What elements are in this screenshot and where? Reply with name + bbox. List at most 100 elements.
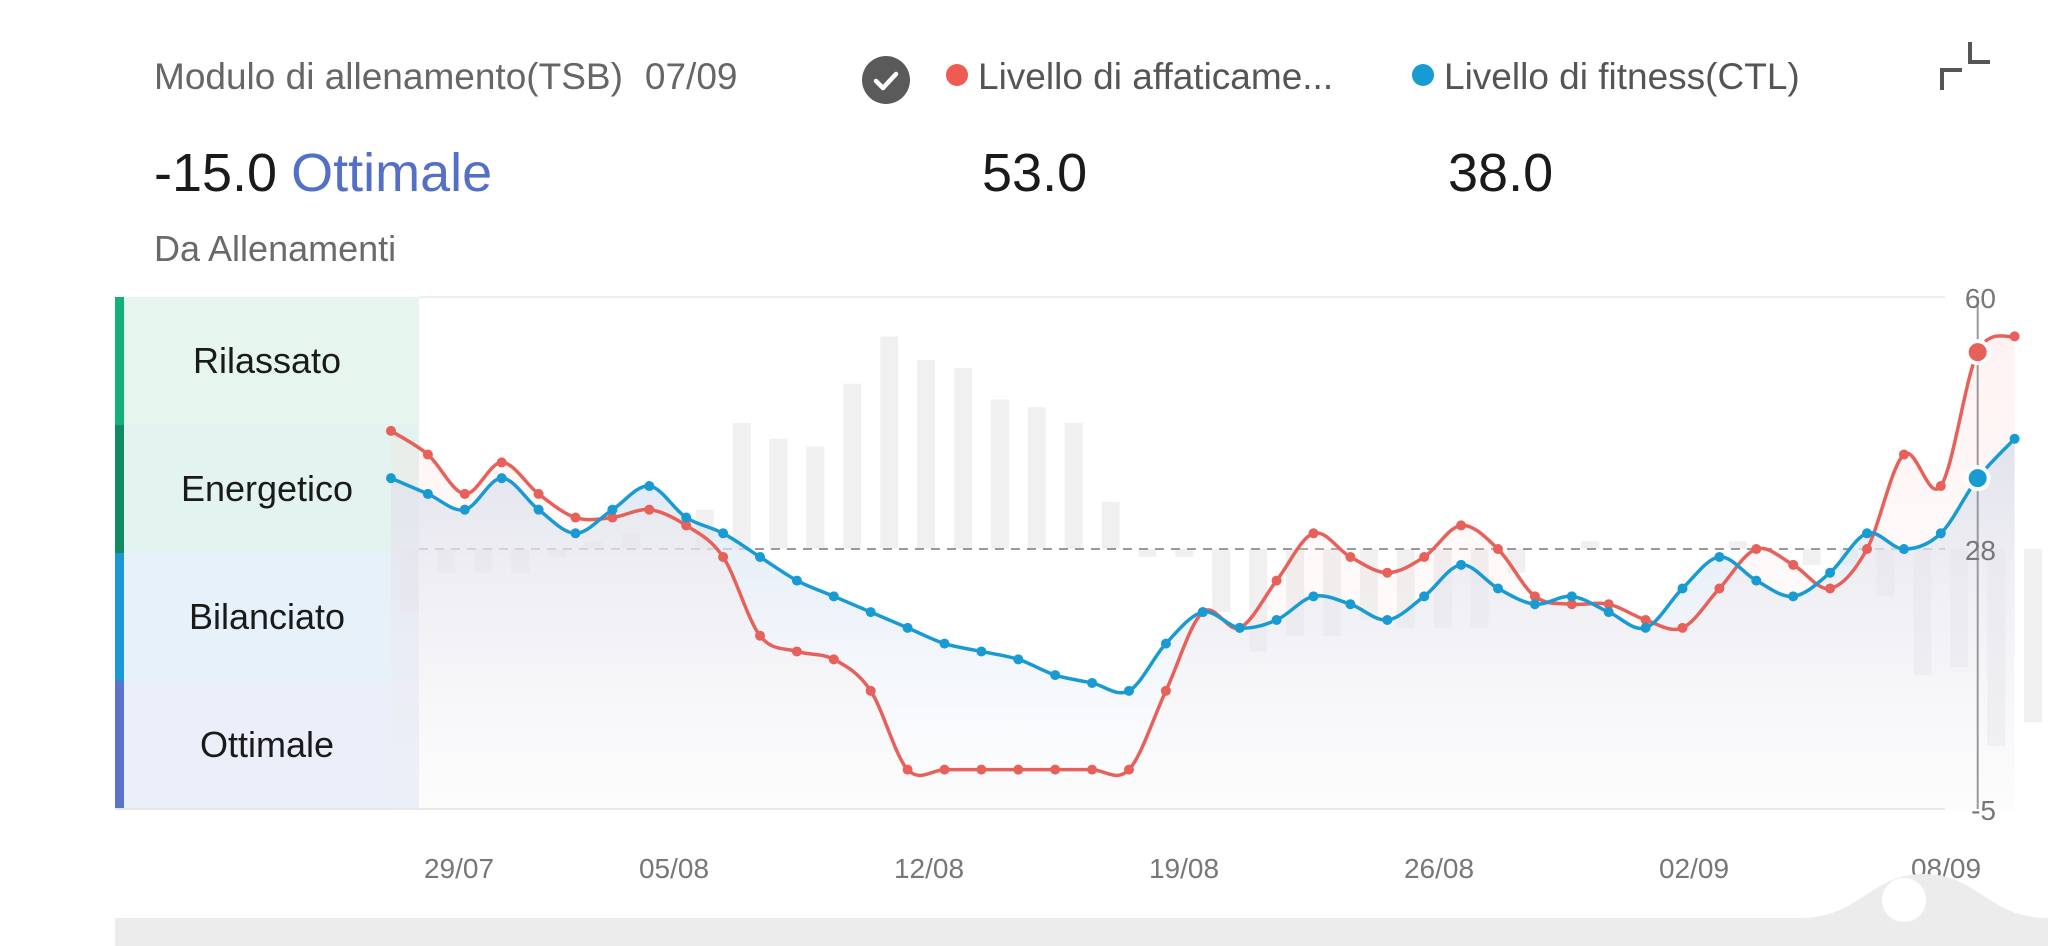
fitness-point — [902, 622, 913, 633]
fitness-point — [1419, 591, 1430, 602]
collapse-icon[interactable] — [1938, 38, 1994, 94]
legend-fatigue-label: Livello di affaticame... — [978, 56, 1334, 97]
tsb-bar — [2024, 549, 2043, 723]
zone-bar — [115, 681, 124, 809]
fatigue-point — [1603, 599, 1614, 610]
fitness-point — [718, 528, 729, 539]
y-tick-label: 60 — [1965, 283, 1996, 314]
fitness-point — [1308, 591, 1319, 602]
fitness-point — [1160, 638, 1171, 649]
fatigue-value: 53.0 — [982, 143, 1088, 203]
fatigue-area — [391, 335, 2015, 809]
legend-fatigue[interactable]: Livello di affaticame... — [946, 56, 1333, 98]
tsb-bar — [1802, 549, 1821, 565]
tsb-bar — [990, 399, 1009, 550]
fatigue-point — [1788, 559, 1799, 570]
tsb-bar — [1101, 501, 1120, 550]
fitness-point — [1714, 551, 1725, 562]
tsb-bar — [1064, 423, 1083, 550]
zone-rilassato: Rilassato — [115, 297, 419, 425]
fatigue-point — [1640, 614, 1651, 625]
fatigue-point — [681, 520, 692, 531]
fatigue-point — [1050, 764, 1061, 775]
tsb-bar — [1212, 549, 1231, 613]
tsb-bar — [806, 446, 825, 550]
fatigue-point — [1935, 481, 1946, 492]
fatigue-point — [386, 425, 396, 436]
legend-fitness-label: Livello di fitness(CTL) — [1444, 56, 1800, 97]
fitness-point-selected — [1964, 465, 1991, 492]
fitness-point — [422, 488, 433, 499]
fitness-point — [644, 481, 655, 492]
fitness-point — [496, 473, 507, 484]
fatigue-dot-icon — [946, 64, 968, 86]
tsb-value: -15.0 — [154, 143, 278, 203]
fatigue-point — [1419, 551, 1430, 562]
fatigue-point — [865, 685, 876, 696]
fatigue-point — [718, 551, 729, 562]
zone-ottimale: Ottimale — [115, 681, 419, 809]
fitness-point — [1898, 544, 1909, 555]
tsb-readout: -15.0 Ottimale — [154, 142, 492, 204]
zone-bar — [115, 297, 124, 425]
fatigue-point — [1087, 764, 1098, 775]
fitness-point — [976, 646, 987, 657]
fitness-point — [791, 575, 802, 586]
fatigue-point — [1898, 449, 1909, 460]
fitness-point — [1271, 614, 1282, 625]
fitness-point — [1456, 559, 1467, 570]
range-slider-track[interactable] — [115, 918, 2048, 946]
fatigue-point — [1751, 544, 1762, 555]
subtitle: Da Allenamenti — [154, 228, 397, 269]
tsb-bar — [954, 367, 972, 550]
fitness-point — [1677, 583, 1688, 594]
tsb-title: Modulo di allenamento(TSB) — [154, 56, 623, 97]
fatigue-point — [755, 630, 765, 641]
x-tick-label: 19/08 — [1149, 853, 1219, 884]
tsb-bar — [1728, 541, 1747, 550]
tsb-bar — [1581, 541, 1600, 550]
fatigue-point — [1271, 575, 1282, 586]
fatigue-point — [902, 764, 913, 775]
range-slider-handle[interactable] — [1800, 870, 2048, 946]
chart-title: Modulo di allenamento(TSB) 07/09 — [154, 56, 738, 98]
fitness-dot-icon — [1412, 64, 1434, 86]
fatigue-point — [1862, 544, 1872, 555]
fitness-point — [755, 551, 765, 562]
x-tick-label: 29/07 — [424, 853, 494, 884]
fitness-point — [1050, 670, 1061, 681]
legend-fitness[interactable]: Livello di fitness(CTL) — [1412, 56, 1800, 98]
fatigue-point-selected — [1964, 339, 1991, 366]
fatigue-point — [1124, 764, 1134, 775]
fatigue-point — [1382, 567, 1393, 578]
check-circle-icon[interactable] — [862, 56, 910, 104]
fitness-point — [1197, 607, 1208, 618]
tsb-bar — [732, 423, 751, 550]
fitness-point — [1234, 622, 1245, 633]
fatigue-point — [1308, 528, 1319, 539]
x-tick-label: 26/08 — [1404, 853, 1474, 884]
tsb-bar — [1138, 549, 1157, 557]
zone-label: Rilassato — [192, 340, 342, 381]
fitness-point — [939, 638, 950, 649]
fitness-point — [828, 591, 839, 602]
x-tick-label: 12/08 — [894, 853, 964, 884]
fitness-point — [865, 607, 876, 618]
fitness-point — [570, 528, 581, 539]
tsb-bar — [917, 360, 936, 550]
fitness-point — [1382, 614, 1393, 625]
zone-label: Ottimale — [199, 724, 335, 765]
tsb-bar — [880, 336, 899, 550]
zone-bilanciato: Bilanciato — [115, 553, 419, 681]
fatigue-point — [459, 488, 470, 499]
fitness-point — [1603, 607, 1614, 618]
fatigue-point — [1345, 551, 1356, 562]
fatigue-point — [422, 449, 433, 460]
fatigue-point — [1160, 685, 1171, 696]
fitness-point — [1862, 528, 1872, 539]
fitness-point — [2009, 433, 2020, 444]
y-tick-label: 28 — [1965, 535, 1996, 566]
x-tick-label: 05/08 — [639, 853, 709, 884]
fitness-point — [1493, 583, 1503, 594]
